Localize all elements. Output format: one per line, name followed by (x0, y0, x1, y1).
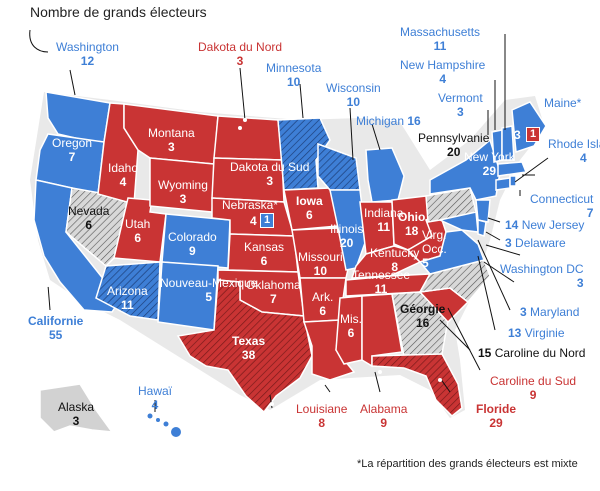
label-ohio: Ohio 18 (398, 210, 426, 238)
map-title: Nombre de grands électeurs (30, 4, 207, 20)
state-newjersey (475, 199, 491, 223)
label-wisconsin: Wisconsin 10 (326, 81, 381, 109)
label-california: Californie 55 (28, 314, 84, 342)
state-rhodeisland (509, 175, 517, 187)
state-arizona (95, 261, 161, 321)
nebraska-split-box: 1 (260, 213, 274, 228)
label-missouri: Missouri 10 (298, 250, 343, 278)
label-michigan: Michigan 16 (356, 114, 421, 128)
label-newhampshire: New Hampshire 4 (400, 58, 486, 86)
label-iowa: Iowa 6 (296, 194, 323, 222)
state-virginia (418, 229, 485, 275)
label-kentucky: Kentucky 8 (370, 246, 420, 274)
label-alabama: Alabama 9 (360, 402, 408, 430)
label-illinois: Illinois 20 (330, 222, 364, 250)
label-arizona: Arizona 11 (107, 284, 148, 312)
label-maine-votes: 3 (514, 128, 521, 142)
label-montana: Montana 3 (148, 126, 195, 154)
state-newyork (429, 138, 501, 201)
label-louisiana: Louisiane 8 (296, 402, 348, 430)
label-kansas: Kansas 6 (244, 240, 285, 268)
state-hawaii (147, 413, 181, 437)
label-hawaii: Hawaï 4 (138, 384, 173, 412)
state-newhampshire (501, 125, 515, 161)
state-alaska (39, 383, 114, 433)
label-oregon: Oregon 7 (52, 136, 93, 164)
state-connecticut (495, 177, 511, 191)
label-vermont: Vermont 3 (438, 91, 483, 119)
label-dc: Washington DC 3 (500, 262, 584, 290)
label-southdakota: Dakota du Sud 3 (230, 160, 310, 188)
footnote: *La répartition des grands électeurs est… (357, 458, 578, 470)
label-rhodeisland: Rhode Island4 (548, 137, 600, 165)
label-delaware: 3 Delaware (505, 236, 566, 250)
leader-lines (29, 29, 549, 412)
label-westvirginia: Virg. Occ. 5 (422, 228, 447, 270)
label-washington: Washington 12 (56, 40, 119, 68)
label-tennessee: Tennessee 11 (352, 268, 411, 296)
label-arkansas: Ark. 6 (312, 290, 334, 318)
label-nevada: Nevada 6 (68, 204, 110, 232)
state-mississippi (335, 295, 363, 365)
label-oklahoma: Oklahoma 7 (246, 278, 301, 306)
state-florida (371, 353, 463, 418)
label-northcarolina: 15 Caroline du Nord (478, 346, 586, 360)
label-connecticut: Connecticut 7 (530, 192, 594, 220)
label-massachusetts: Massachusetts 11 (400, 25, 481, 53)
label-newmexico: Nouveau-Mexique 5 (160, 276, 258, 304)
label-texas: Texas 38 (232, 334, 266, 362)
label-northdakota: Dakota du Nord 3 (198, 40, 283, 68)
label-florida: Floride 29 (476, 402, 517, 430)
label-virginia: 13 Virginie (508, 326, 565, 340)
label-pennsylvania: Pennsylvanie 20 (418, 131, 490, 159)
label-minnesota: Minnesota 10 (266, 61, 322, 89)
label-southcarolina: Caroline du Sud 9 (490, 374, 577, 402)
label-maine: Maine* (544, 96, 582, 110)
label-utah: Utah 6 (125, 217, 151, 245)
label-nebraska-votes: 4 (250, 214, 257, 228)
state-delaware (477, 219, 487, 237)
state-northdakota (213, 115, 283, 161)
label-colorado: Colorado 9 (168, 230, 217, 258)
label-newyork: New York 29 (464, 150, 515, 178)
label-nebraska: Nebraska* (222, 198, 279, 212)
label-georgia: Géorgie 16 (400, 302, 446, 330)
label-wyoming: Wyoming 3 (158, 178, 208, 206)
state-massachusetts (497, 161, 528, 177)
label-idaho: Idaho 4 (108, 161, 139, 189)
marker-dots (46, 118, 442, 406)
label-newjersey: 14 New Jersey (505, 218, 585, 232)
label-alaska: Alaska 3 (58, 400, 95, 428)
label-mississippi: Mis. 6 (340, 312, 362, 340)
label-indiana: Indiana 11 (364, 206, 404, 234)
maine-split-box: 1 (526, 127, 540, 142)
label-maryland: 3 Maryland (520, 305, 580, 319)
